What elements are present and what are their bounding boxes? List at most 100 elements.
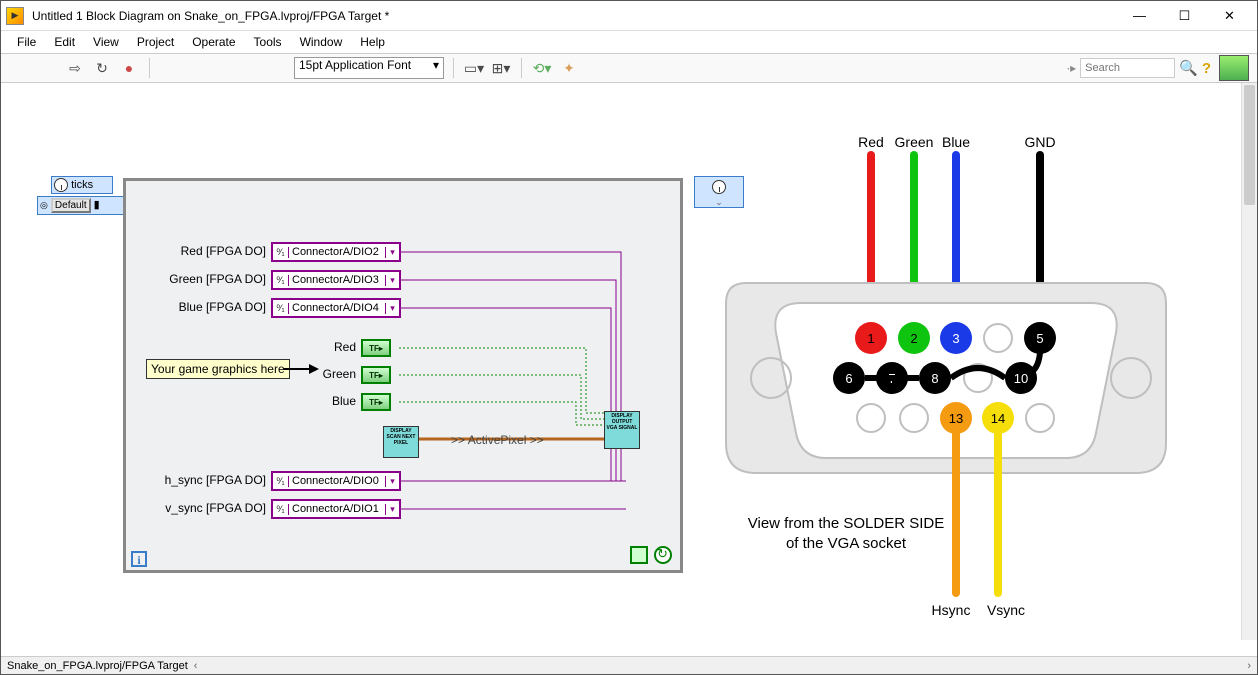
vga-label-hsync: Hsync: [932, 602, 971, 618]
blue-connector[interactable]: ⁰⁄₁ConnectorA/DIO4▾: [271, 298, 401, 318]
blue-do-label: Blue [FPGA DO]: [136, 300, 266, 314]
svg-text:14: 14: [991, 411, 1005, 426]
run-continuous-button[interactable]: ↻: [91, 57, 113, 79]
your-game-note: Your game graphics here: [146, 359, 290, 379]
ticks-node[interactable]: ticks: [51, 176, 113, 194]
hsync-do-label: h_sync [FPGA DO]: [136, 473, 266, 487]
hsync-connector-text: ConnectorA/DIO0: [289, 475, 385, 487]
svg-text:5: 5: [1036, 331, 1043, 346]
svg-text:6: 6: [845, 371, 852, 386]
io-icon: ⁰⁄₁: [273, 504, 289, 515]
distribute-button[interactable]: ⊞▾: [490, 57, 512, 79]
font-select[interactable]: 15pt Application Font: [294, 57, 444, 79]
dropdown-icon[interactable]: ▾: [385, 275, 399, 286]
arrow-icon: [284, 363, 319, 375]
default-node[interactable]: ◎ Default ▮: [37, 196, 127, 215]
blue-connector-text: ConnectorA/DIO4: [289, 302, 385, 314]
statusbar: Snake_on_FPGA.lvproj/FPGA Target ‹ ›: [1, 656, 1257, 674]
help-icon[interactable]: ?: [1202, 60, 1211, 77]
status-left-arrow[interactable]: ‹: [194, 660, 198, 672]
svg-text:1: 1: [867, 331, 874, 346]
vga-caption-1: View from the SOLDER SIDE: [748, 515, 944, 532]
menu-window[interactable]: Window: [292, 33, 351, 51]
io-icon: ⁰⁄₁: [273, 476, 289, 487]
menu-operate[interactable]: Operate: [184, 33, 243, 51]
hsync-connector[interactable]: ⁰⁄₁ConnectorA/DIO0▾: [271, 471, 401, 491]
cleanup-button[interactable]: ✦: [558, 57, 580, 79]
vga-label-blue: Blue: [942, 134, 970, 150]
scrollbar-vertical[interactable]: [1241, 83, 1257, 640]
labview-icon: [6, 7, 24, 25]
ticks-label: ticks: [71, 179, 93, 191]
menu-file[interactable]: File: [9, 33, 44, 51]
menu-edit[interactable]: Edit: [46, 33, 83, 51]
red-connector[interactable]: ⁰⁄₁ConnectorA/DIO2▾: [271, 242, 401, 262]
menu-project[interactable]: Project: [129, 33, 182, 51]
active-pixel-label: >> ActivePixel >>: [451, 433, 544, 447]
reorder-button[interactable]: ⟲▾: [531, 57, 553, 79]
loop-condition: [630, 546, 672, 564]
vga-label-gnd: GND: [1024, 134, 1055, 150]
status-path: Snake_on_FPGA.lvproj/FPGA Target: [7, 660, 188, 672]
vsync-do-label: v_sync [FPGA DO]: [136, 501, 266, 515]
green-tf[interactable]: TF▸: [361, 366, 391, 384]
red-do-label: Red [FPGA DO]: [136, 244, 266, 258]
vga-svg: Red Green Blue GND 1 2 3 5 6: [716, 133, 1176, 643]
maximize-button[interactable]: ☐: [1162, 2, 1207, 30]
titlebar: Untitled 1 Block Diagram on Snake_on_FPG…: [1, 1, 1257, 31]
loop-cond-stop[interactable]: [654, 546, 672, 564]
dropdown-icon[interactable]: ▾: [385, 476, 399, 487]
green-do-label: Green [FPGA DO]: [136, 272, 266, 286]
minimize-button[interactable]: —: [1117, 2, 1162, 30]
menu-help[interactable]: Help: [352, 33, 393, 51]
run-button[interactable]: ⇨: [64, 57, 86, 79]
align-button[interactable]: ▭▾: [463, 57, 485, 79]
blue-tf[interactable]: TF▸: [361, 393, 391, 411]
svg-text:13: 13: [949, 411, 963, 426]
dropdown-icon[interactable]: ▾: [385, 504, 399, 515]
loop-iteration-terminal[interactable]: i: [131, 551, 147, 567]
svg-text:3: 3: [952, 331, 959, 346]
dropdown-icon[interactable]: ▾: [385, 303, 399, 314]
toolbar: ⇨ ↻ ● 15pt Application Font ▭▾ ⊞▾ ⟲▾ ✦ ∙…: [1, 53, 1257, 83]
green-connector-text: ConnectorA/DIO3: [289, 274, 385, 286]
vga-label-vsync: Vsync: [987, 602, 1025, 618]
vga-caption-2: of the VGA socket: [786, 535, 907, 552]
clock-icon: [54, 178, 68, 192]
menubar: File Edit View Project Operate Tools Win…: [1, 31, 1257, 53]
io-icon: ⁰⁄₁: [273, 275, 289, 286]
menu-tools[interactable]: Tools: [246, 33, 290, 51]
blue-tf-label: Blue: [316, 394, 356, 408]
svg-text:10: 10: [1014, 371, 1028, 386]
green-connector[interactable]: ⁰⁄₁ConnectorA/DIO3▾: [271, 270, 401, 290]
close-button[interactable]: ✕: [1207, 2, 1252, 30]
vsync-connector-text: ConnectorA/DIO1: [289, 503, 385, 515]
canvas[interactable]: ticks ◎ Default ▮ ⌄: [1, 83, 1257, 656]
red-tf-label: Red: [316, 340, 356, 354]
io-icon: ⁰⁄₁: [273, 303, 289, 314]
status-right-arrow[interactable]: ›: [1247, 660, 1251, 672]
font-select-label: 15pt Application Font: [299, 58, 411, 72]
search-input[interactable]: [1080, 58, 1175, 78]
dropdown-icon[interactable]: ▾: [385, 247, 399, 258]
display-scan-box[interactable]: DISPLAY SCAN NEXT PIXEL: [383, 426, 419, 458]
search-icon[interactable]: 🔍: [1179, 59, 1198, 77]
loop-cond-tf[interactable]: [630, 546, 648, 564]
search-arrow-icon: ∙▸: [1067, 61, 1076, 75]
vga-label-green: Green: [895, 134, 934, 150]
abort-button[interactable]: ●: [118, 57, 140, 79]
green-tf-label: Green: [316, 367, 356, 381]
red-tf[interactable]: TF▸: [361, 339, 391, 357]
svg-text:8: 8: [931, 371, 938, 386]
window-title: Untitled 1 Block Diagram on Snake_on_FPG…: [32, 9, 1117, 23]
io-icon: ⁰⁄₁: [273, 247, 289, 258]
display-output-box[interactable]: DISPLAY OUTPUT VGA SIGNAL: [604, 411, 640, 449]
red-connector-text: ConnectorA/DIO2: [289, 246, 385, 258]
svg-text:2: 2: [910, 331, 917, 346]
vga-diagram: Red Green Blue GND 1 2 3 5 6: [716, 133, 1196, 643]
default-label: Default: [51, 198, 91, 213]
vi-icon[interactable]: [1219, 55, 1249, 81]
vsync-connector[interactable]: ⁰⁄₁ConnectorA/DIO1▾: [271, 499, 401, 519]
menu-view[interactable]: View: [85, 33, 127, 51]
vga-label-red: Red: [858, 134, 884, 150]
